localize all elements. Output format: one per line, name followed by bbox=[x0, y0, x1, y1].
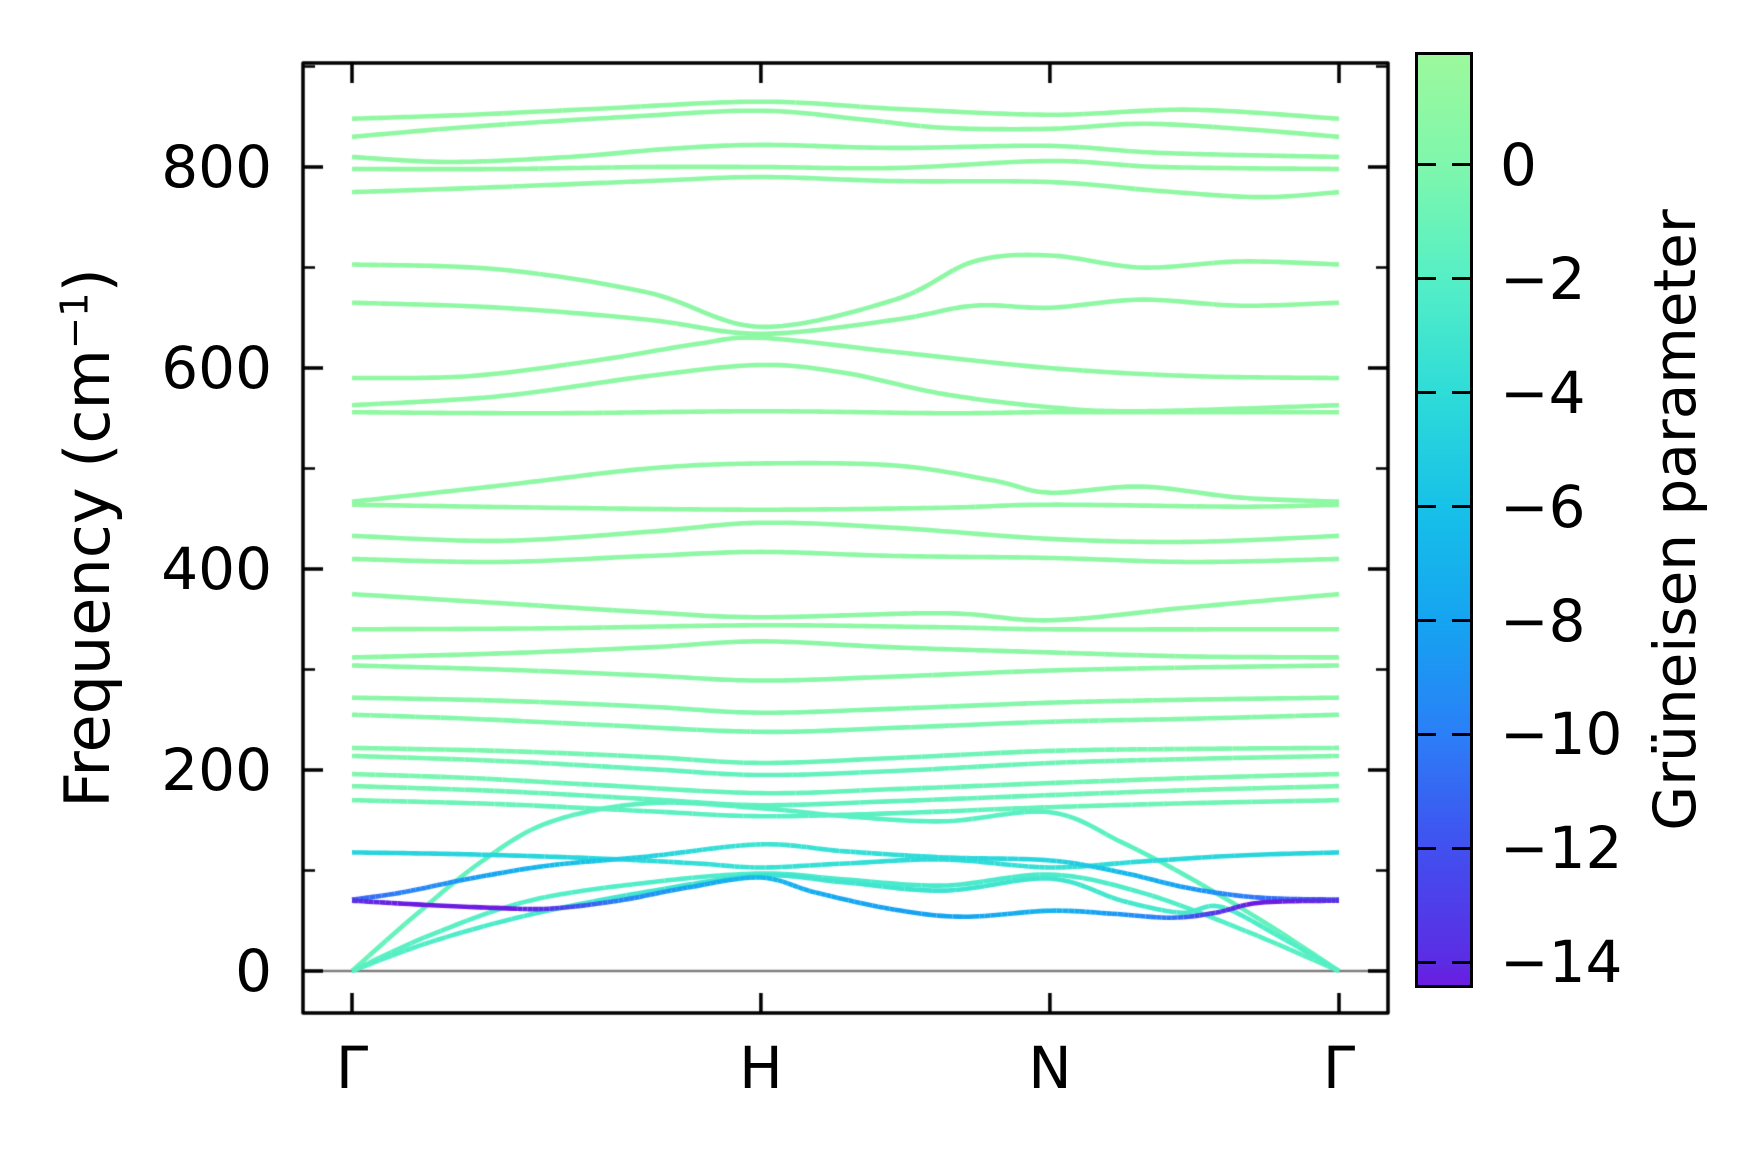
colorbar-tick-dash bbox=[1418, 277, 1436, 281]
colorbar-label: Grüneisen parameter bbox=[1641, 209, 1709, 831]
colorbar-tick-label: 0 bbox=[1500, 130, 1537, 199]
y-tick-label: 200 bbox=[161, 736, 272, 804]
colorbar-tick-dash bbox=[1418, 391, 1436, 395]
y-tick-label: 0 bbox=[235, 937, 272, 1005]
colorbar-tick-dash bbox=[1452, 391, 1470, 395]
colorbar-tick-dash bbox=[1452, 960, 1470, 964]
colorbar-tick-label: −4 bbox=[1500, 358, 1586, 427]
colorbar-tick-dash bbox=[1452, 505, 1470, 509]
colorbar-tick-label: −8 bbox=[1500, 586, 1586, 655]
colorbar-tick-label: −2 bbox=[1500, 244, 1586, 313]
x-tick-label: H bbox=[739, 1034, 783, 1102]
colorbar-tick-dash bbox=[1418, 846, 1436, 850]
colorbar-tick-dash bbox=[1418, 505, 1436, 509]
colorbar-tick-dash bbox=[1452, 277, 1470, 281]
colorbar-tick-dash bbox=[1418, 163, 1436, 167]
colorbar bbox=[1415, 52, 1473, 988]
x-tick-label: Γ bbox=[1322, 1034, 1356, 1102]
colorbar-tick-label: −10 bbox=[1500, 700, 1623, 769]
x-tick-label: Γ bbox=[335, 1034, 369, 1102]
colorbar-tick-dash bbox=[1452, 619, 1470, 623]
colorbar-tick-label: −12 bbox=[1500, 814, 1623, 883]
colorbar-tick-label: −6 bbox=[1500, 472, 1586, 541]
x-tick-label: N bbox=[1028, 1034, 1072, 1102]
colorbar-tick-dash bbox=[1452, 732, 1470, 736]
colorbar-tick-label: −14 bbox=[1500, 928, 1623, 997]
colorbar-tick-dash bbox=[1452, 163, 1470, 167]
colorbar-gradient bbox=[1418, 55, 1470, 985]
y-tick-label: 800 bbox=[161, 133, 272, 201]
colorbar-tick-dash bbox=[1418, 619, 1436, 623]
y-tick-label: 400 bbox=[161, 535, 272, 603]
y-axis-label-close: ) bbox=[51, 268, 124, 293]
colorbar-tick-dash bbox=[1418, 960, 1436, 964]
colorbar-tick-dash bbox=[1418, 732, 1436, 736]
colorbar-tick-dash bbox=[1452, 846, 1470, 850]
y-tick-label: 600 bbox=[161, 334, 272, 402]
